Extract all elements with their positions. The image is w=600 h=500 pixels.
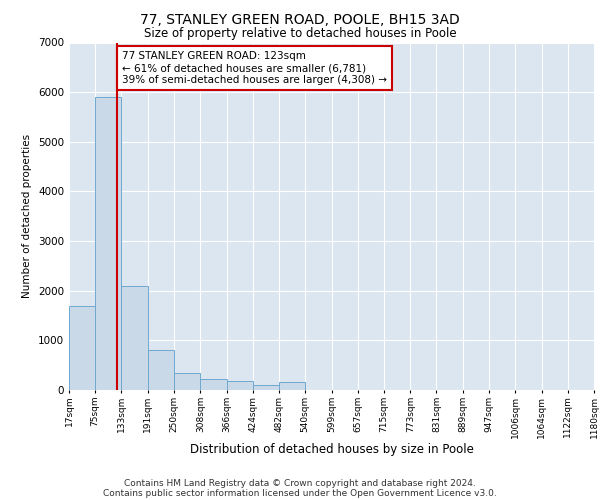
Bar [174,372,200,390]
Text: 77 STANLEY GREEN ROAD: 123sqm
← 61% of detached houses are smaller (6,781)
39% o: 77 STANLEY GREEN ROAD: 123sqm ← 61% of d… [122,52,387,84]
Text: Contains public sector information licensed under the Open Government Licence v3: Contains public sector information licen… [103,488,497,498]
X-axis label: Distribution of detached houses by size in Poole: Distribution of detached houses by size … [190,443,473,456]
Text: Contains HM Land Registry data © Crown copyright and database right 2024.: Contains HM Land Registry data © Crown c… [124,478,476,488]
Bar [95,97,121,390]
Bar [69,306,95,390]
Bar [148,350,174,390]
Bar [227,382,253,390]
Bar [200,379,227,390]
Bar [253,386,279,390]
Bar [279,382,305,390]
Bar [121,286,148,390]
Text: Size of property relative to detached houses in Poole: Size of property relative to detached ho… [143,28,457,40]
Text: 77, STANLEY GREEN ROAD, POOLE, BH15 3AD: 77, STANLEY GREEN ROAD, POOLE, BH15 3AD [140,12,460,26]
Y-axis label: Number of detached properties: Number of detached properties [22,134,32,298]
